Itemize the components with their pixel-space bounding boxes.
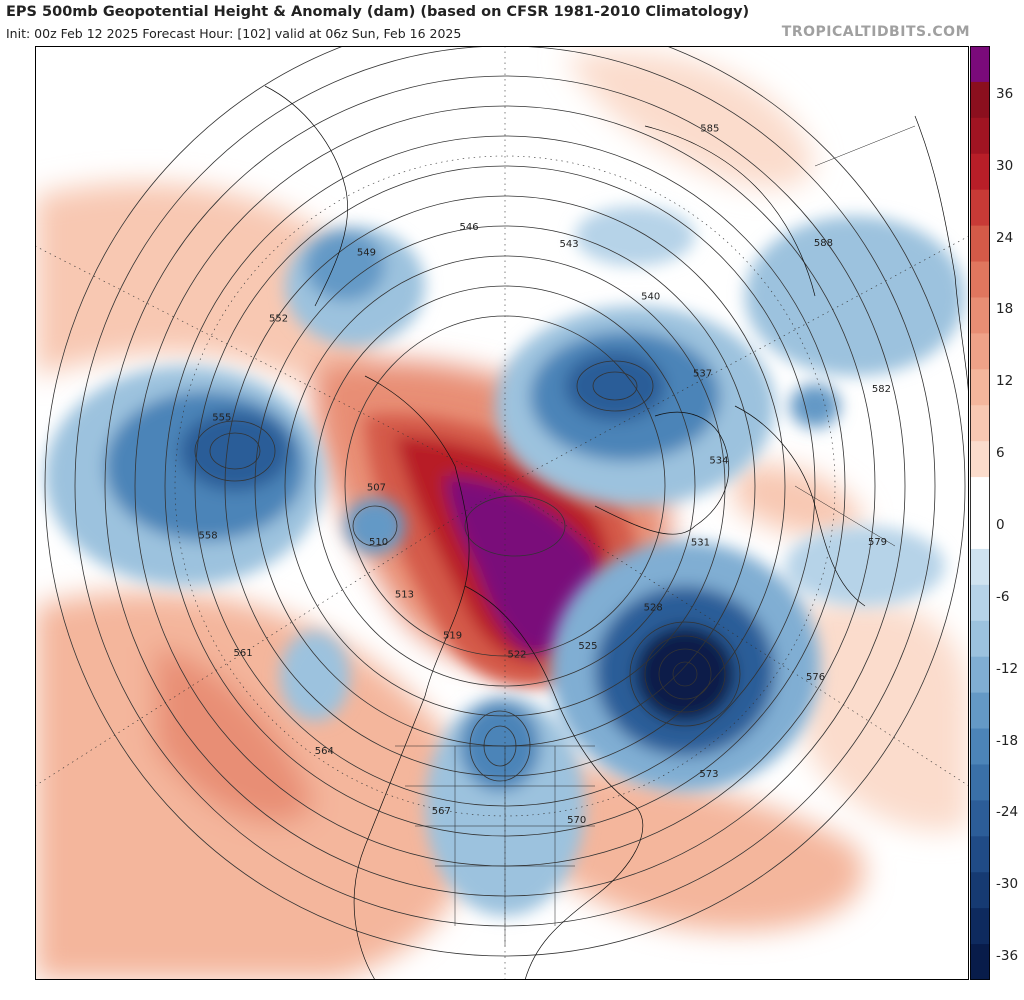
colorbar-bin [970,584,990,622]
colorbar-bin [970,764,990,801]
contour-label: 588 [814,238,833,249]
colorbar-tick-label: -30 [996,876,1019,893]
contour-label: 513 [395,590,414,601]
colorbar-bin [970,405,990,442]
contour-label: 531 [691,538,710,549]
colorbar-bin [970,728,990,765]
contour-label: 510 [369,537,388,548]
colorbar-bin [970,81,990,119]
negative-anomaly-field [45,206,965,916]
height-anomaly-map: 585 588 582 579 576 573 570 567 564 561 558 555 552 5… [35,46,969,980]
colorbar-bin [970,836,990,873]
colorbar-bin [970,513,990,550]
contour-label: 576 [806,672,825,683]
contour-label: 522 [507,650,526,661]
colorbar-bin [970,800,990,837]
colorbar-bin [970,656,990,694]
colorbar-tick-label: 6 [996,445,1005,462]
contour-label: 534 [709,456,728,467]
colorbar-bin [970,189,990,227]
political-boundaries [395,125,916,946]
colorbar-bin [970,297,990,334]
colorbar-tick-label: 0 [996,516,1005,533]
contour-label: 507 [367,483,386,494]
coastlines [264,85,969,980]
colorbar-tick-label: -36 [996,948,1019,965]
colorbar-bin [970,46,990,83]
contour-label: 537 [693,369,712,380]
colorbar-tick-label: -6 [996,588,1010,605]
contour-label: 564 [315,746,334,757]
colorbar-tick-label: 30 [996,157,1014,174]
chart-title: EPS 500mb Geopotential Height & Anomaly … [6,4,750,20]
colorbar-bin [970,908,990,945]
colorbar-bin [970,872,990,909]
colorbar-bin [970,333,990,370]
colorbar-tick-label: -12 [996,660,1019,677]
anomaly-colorbar [970,46,990,980]
contour-label: 546 [460,222,479,233]
colorbar-bin [970,153,990,191]
contour-label: 573 [699,769,718,780]
contour-label: 561 [234,648,253,659]
contour-label: 543 [560,239,579,250]
site-watermark: TROPICALTIDBITS.COM [781,24,970,40]
contour-label: 552 [269,314,288,325]
colorbar-bin [970,441,990,478]
colorbar-bin [970,620,990,658]
chart-subtitle: Init: 00z Feb 12 2025 Forecast Hour: [10… [6,26,462,41]
colorbar-tick-label: -18 [996,732,1019,749]
contour-labels: 585 588 582 579 576 573 570 567 564 561 558 555 552 5… [199,123,891,826]
contour-label: 570 [567,815,586,826]
contour-label: 567 [432,806,451,817]
colorbar-tick-label: -24 [996,804,1019,821]
contour-label: 525 [578,641,597,652]
contour-label: 519 [443,630,462,641]
colorbar-bin [970,225,990,263]
contour-label: 582 [872,384,891,395]
contour-label: 579 [868,537,887,548]
colorbar-tick-label: 24 [996,229,1014,246]
contour-label: 549 [357,247,376,258]
colorbar-tick-label: 18 [996,301,1014,318]
graticule [35,46,969,980]
colorbar-bin [970,369,990,406]
colorbar-tick-label: 12 [996,373,1014,390]
contour-label: 540 [641,292,660,303]
contour-label: 528 [644,602,663,613]
contour-label: 555 [212,413,231,424]
colorbar-bin [970,117,990,155]
colorbar-bin [970,692,990,730]
colorbar-bin [970,477,990,514]
colorbar-labels: 36 30 24 18 12 6 0 -6 -12 -18 -24 -30 -36 [993,46,1023,980]
colorbar-bin [970,261,990,298]
colorbar-bin [970,944,990,980]
colorbar-tick-label: 36 [996,85,1014,102]
colorbar-bin [970,548,990,586]
contour-label: 558 [199,530,218,541]
contour-label: 585 [700,123,719,134]
